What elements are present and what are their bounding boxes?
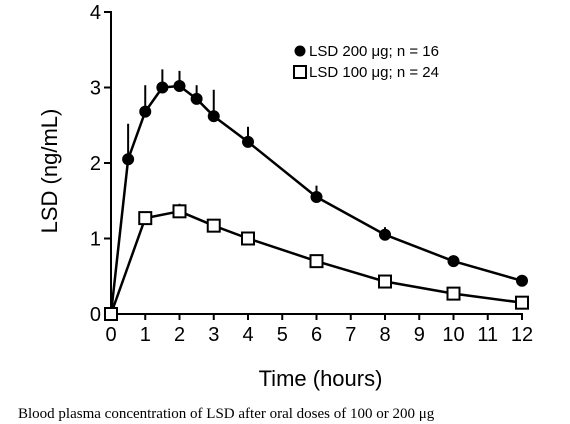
- figure-caption: Blood plasma concentration of LSD after …: [18, 406, 435, 422]
- x-tick-label: 10: [442, 324, 464, 346]
- legend: LSD 200 μg; n = 16 LSD 100 μg; n = 24: [293, 43, 439, 81]
- x-tick-label: 1: [140, 324, 151, 346]
- data-point: [173, 79, 186, 92]
- legend-label: LSD 100 μg; n = 24: [309, 64, 439, 81]
- data-point: [309, 254, 324, 269]
- x-tick-label: 4: [242, 324, 253, 346]
- data-point: [156, 81, 169, 94]
- x-tick-label: 12: [511, 324, 533, 346]
- data-point: [310, 190, 323, 203]
- x-tick-label: 6: [311, 324, 322, 346]
- y-axis-title: LSD (ng/mL): [37, 109, 62, 234]
- data-points: [104, 79, 529, 321]
- legend-marker: [293, 65, 307, 79]
- data-point: [241, 231, 255, 246]
- x-tick-label: 7: [345, 324, 356, 346]
- data-point: [104, 307, 118, 321]
- data-point: [122, 153, 135, 166]
- x-axis-title: Time (hours): [259, 366, 383, 391]
- data-point: [206, 218, 221, 233]
- data-point: [516, 274, 528, 287]
- x-tick-label: 0: [105, 324, 116, 346]
- data-point: [139, 105, 152, 118]
- legend-label: LSD 200 μg; n = 16: [309, 43, 439, 60]
- data-point: [242, 135, 254, 148]
- y-tick-label: 1: [90, 229, 101, 251]
- data-point: [446, 286, 461, 301]
- x-tick-label: 9: [414, 324, 425, 346]
- error-bars: [127, 69, 523, 303]
- x-tick-label: 8: [379, 324, 390, 346]
- data-point: [447, 255, 460, 268]
- x-tick-label: 3: [208, 324, 219, 346]
- y-tick-label: 2: [90, 153, 101, 175]
- x-tick-label: 5: [277, 324, 288, 346]
- data-point: [207, 110, 220, 123]
- data-point: [172, 204, 187, 219]
- y-tick-label: 0: [90, 304, 101, 326]
- data-point: [190, 92, 203, 105]
- x-tick-label: 2: [174, 324, 185, 346]
- x-tick-label: 11: [477, 324, 498, 346]
- data-point: [138, 211, 153, 226]
- series-line: [109, 84, 523, 315]
- y-tick-label: 4: [90, 2, 101, 24]
- legend-marker: [294, 45, 306, 57]
- y-tick-label: 3: [90, 78, 101, 100]
- data-point: [378, 274, 392, 289]
- data-point: [379, 228, 391, 241]
- data-point: [515, 295, 529, 310]
